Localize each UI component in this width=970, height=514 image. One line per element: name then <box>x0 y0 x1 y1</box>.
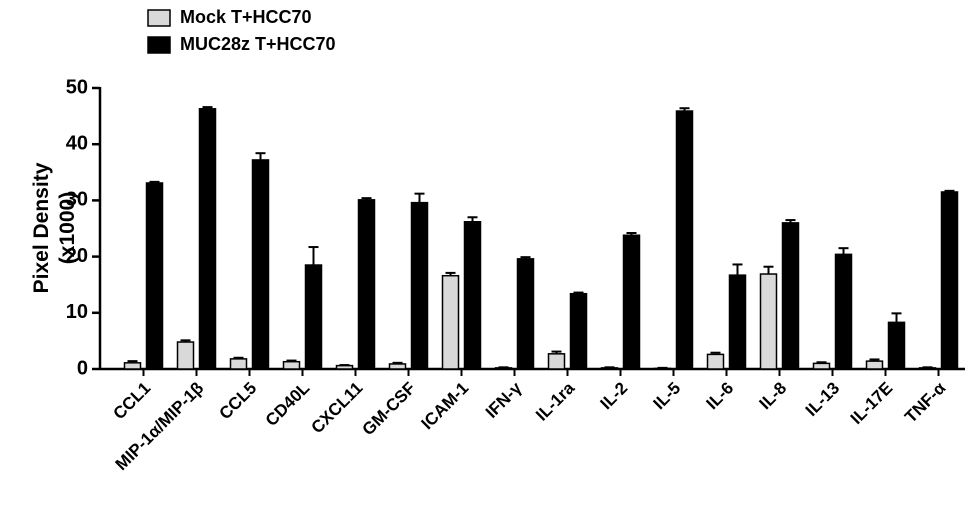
bar <box>706 353 725 370</box>
y-tick-label: 0 <box>77 357 88 379</box>
legend-swatch <box>147 36 171 54</box>
bar <box>176 341 195 370</box>
x-tick-label: IL-8 <box>756 378 791 413</box>
bar <box>759 273 778 370</box>
bar <box>388 363 407 370</box>
bar <box>653 367 672 370</box>
x-tick-label: TNF-α <box>901 378 950 427</box>
x-tick-label: IL-17E <box>847 378 897 428</box>
bar <box>251 159 270 370</box>
x-tick-label: CXCL11 <box>307 378 366 437</box>
bar <box>198 108 217 370</box>
bar <box>918 367 937 370</box>
legend-swatch <box>147 9 171 27</box>
y-tick-label: 20 <box>66 245 88 267</box>
bar <box>441 274 460 370</box>
bar <box>123 362 142 370</box>
x-tick-label: IL-2 <box>597 378 632 413</box>
bar <box>229 358 248 370</box>
x-tick-label: IFN-γ <box>482 378 526 422</box>
y-tick-label: 30 <box>66 189 88 211</box>
x-tick-label: IL-6 <box>703 378 738 413</box>
x-tick-label: CD40L <box>262 378 314 430</box>
legend-label: Mock T+HCC70 <box>180 7 312 27</box>
x-tick-label: IL-1ra <box>532 378 579 425</box>
x-tick-label: GM-CSF <box>358 378 419 439</box>
bar <box>622 234 641 370</box>
x-tick-label: IL-13 <box>802 378 843 419</box>
bar <box>357 199 376 370</box>
bar <box>335 364 354 370</box>
x-tick-label: IL-5 <box>650 378 685 413</box>
bar <box>569 292 588 370</box>
x-tick-label: CCL1 <box>109 378 154 423</box>
bar <box>410 201 429 370</box>
bar <box>940 191 959 370</box>
bar <box>304 264 323 370</box>
y-axis-label: Pixel Density <box>30 162 53 293</box>
bar <box>494 367 513 370</box>
bar <box>547 353 566 370</box>
bar <box>282 360 301 370</box>
bar <box>887 321 906 370</box>
y-tick-label: 50 <box>66 76 88 98</box>
y-tick-label: 40 <box>66 132 88 154</box>
bar <box>834 253 853 370</box>
x-tick-label: CCL5 <box>215 378 260 423</box>
bar <box>516 258 535 370</box>
bar <box>600 367 619 370</box>
bar <box>781 222 800 370</box>
bar <box>728 274 747 370</box>
bar <box>145 182 164 370</box>
bar <box>812 362 831 370</box>
legend-label: MUC28z T+HCC70 <box>180 34 336 54</box>
bar <box>865 360 884 370</box>
y-tick-label: 10 <box>66 301 88 323</box>
bar <box>463 221 482 370</box>
y-axis-label: (x1000) <box>56 192 79 264</box>
bar <box>675 110 694 370</box>
x-tick-label: ICAM-1 <box>417 378 472 433</box>
